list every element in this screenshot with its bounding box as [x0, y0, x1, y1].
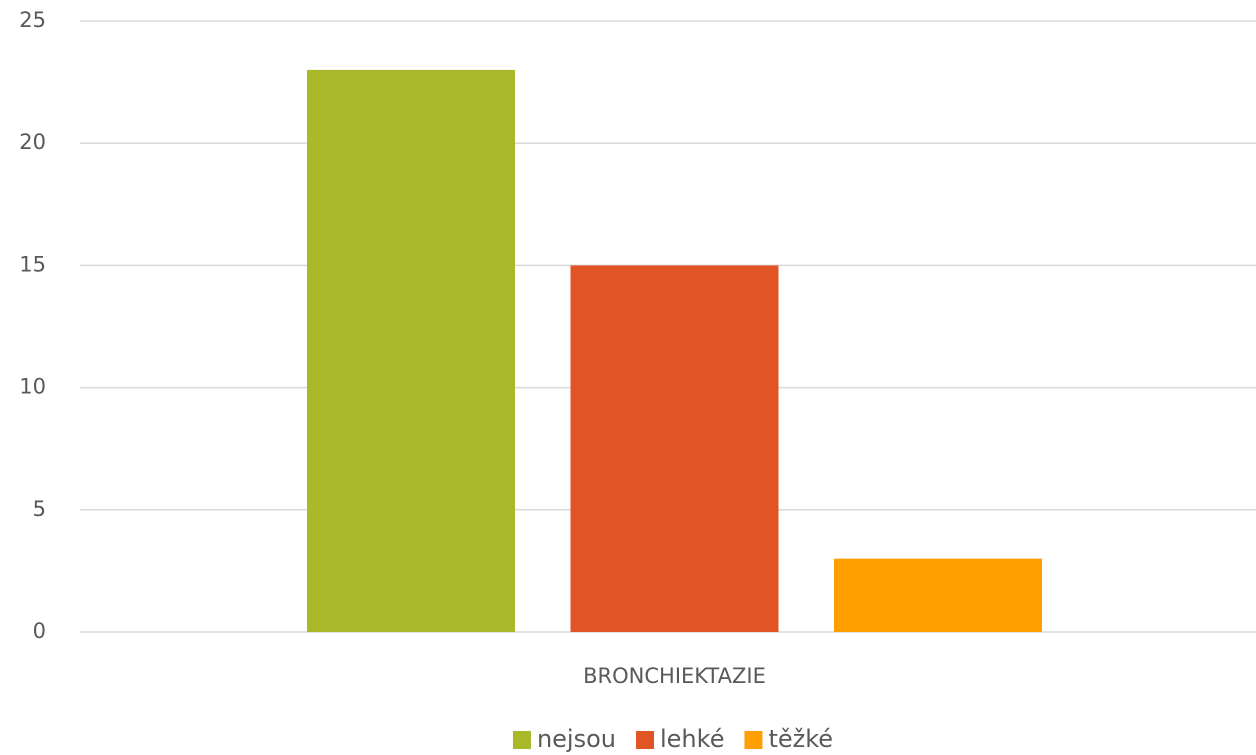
legend-swatch	[744, 731, 763, 749]
legend-swatch	[636, 731, 654, 749]
y-tick-label: 10	[19, 375, 46, 399]
bar	[570, 265, 779, 632]
y-tick-label: 0	[33, 619, 46, 643]
y-tick-label: 20	[19, 130, 46, 154]
y-tick-label: 25	[19, 8, 46, 32]
bar	[834, 558, 1042, 632]
y-tick-label: 15	[19, 252, 46, 276]
y-tick-label: 5	[33, 497, 46, 521]
legend-label: těžké	[768, 725, 833, 753]
legend-label: nejsou	[537, 725, 616, 753]
bar	[307, 69, 515, 632]
legend-swatch	[512, 731, 531, 749]
legend-label: lehké	[660, 725, 724, 753]
x-tick-label: BRONCHIEKTAZIE	[583, 664, 766, 688]
